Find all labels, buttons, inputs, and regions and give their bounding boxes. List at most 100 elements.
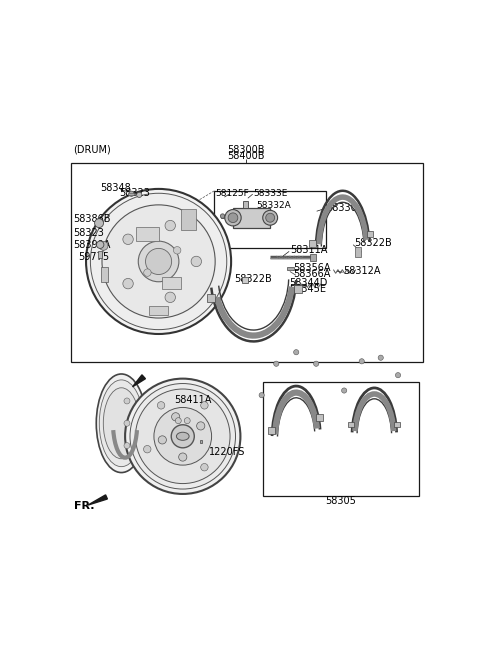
Text: 58366A: 58366A	[294, 269, 331, 279]
Circle shape	[129, 191, 134, 196]
Bar	[200, 439, 203, 443]
Bar	[136, 227, 158, 241]
Circle shape	[135, 389, 230, 483]
Text: 58345E: 58345E	[289, 284, 326, 294]
Circle shape	[86, 189, 231, 334]
Bar	[221, 215, 229, 218]
Circle shape	[179, 453, 187, 461]
Circle shape	[125, 379, 240, 494]
Circle shape	[294, 350, 299, 355]
Ellipse shape	[177, 432, 189, 440]
Text: 58399A: 58399A	[73, 241, 110, 250]
Bar	[215, 191, 326, 249]
Circle shape	[201, 464, 208, 471]
Text: 58386B: 58386B	[73, 214, 110, 224]
Text: 58333E: 58333E	[253, 188, 288, 198]
Circle shape	[123, 279, 133, 289]
Text: 58332A: 58332A	[226, 211, 260, 220]
Circle shape	[197, 422, 205, 430]
Bar	[316, 414, 323, 421]
Circle shape	[123, 234, 133, 245]
Bar	[242, 277, 248, 283]
Text: 58323: 58323	[120, 188, 150, 198]
Bar	[348, 422, 354, 428]
Circle shape	[171, 424, 194, 448]
Circle shape	[171, 413, 180, 421]
Text: 58330: 58330	[326, 203, 357, 213]
Bar	[268, 427, 275, 434]
Circle shape	[154, 407, 212, 465]
Text: FR.: FR.	[74, 501, 95, 511]
Circle shape	[378, 355, 384, 360]
Text: 58322B: 58322B	[234, 274, 272, 284]
Bar	[98, 251, 102, 258]
Circle shape	[259, 392, 264, 398]
Circle shape	[124, 443, 130, 449]
Text: 58312A: 58312A	[344, 266, 381, 277]
Text: 58348: 58348	[100, 183, 131, 193]
Circle shape	[342, 388, 347, 393]
Bar	[129, 193, 134, 195]
Ellipse shape	[96, 374, 146, 473]
Circle shape	[266, 213, 275, 222]
Circle shape	[175, 418, 181, 424]
Text: 58400B: 58400B	[227, 151, 265, 161]
Circle shape	[144, 269, 151, 277]
Bar	[162, 277, 181, 289]
Text: 59775: 59775	[78, 252, 109, 262]
Text: 58300B: 58300B	[227, 145, 265, 155]
Polygon shape	[88, 495, 108, 505]
Circle shape	[145, 249, 172, 275]
Circle shape	[173, 247, 181, 254]
Bar	[243, 201, 248, 207]
Circle shape	[263, 211, 277, 225]
Text: 58322B: 58322B	[354, 238, 392, 249]
Bar	[309, 241, 316, 247]
Text: 58311A: 58311A	[290, 245, 327, 255]
Circle shape	[165, 220, 176, 231]
Text: 1220FS: 1220FS	[209, 447, 245, 457]
Circle shape	[228, 213, 238, 222]
Circle shape	[359, 358, 364, 364]
Text: 58125F: 58125F	[216, 188, 249, 198]
Bar	[181, 209, 196, 230]
Circle shape	[158, 436, 167, 444]
Bar	[367, 230, 373, 237]
Text: 58332A: 58332A	[256, 201, 291, 210]
Circle shape	[191, 256, 202, 267]
Bar	[287, 267, 294, 270]
Ellipse shape	[103, 388, 140, 458]
Circle shape	[102, 205, 215, 318]
Ellipse shape	[99, 380, 144, 467]
Circle shape	[396, 373, 401, 378]
Bar	[233, 207, 270, 228]
Bar	[71, 163, 423, 362]
Circle shape	[165, 292, 176, 303]
Polygon shape	[132, 375, 145, 387]
Text: 58323: 58323	[73, 228, 104, 238]
Circle shape	[124, 398, 130, 404]
Circle shape	[220, 214, 225, 218]
Circle shape	[201, 402, 208, 409]
Circle shape	[184, 418, 190, 424]
Bar	[149, 306, 168, 315]
Bar	[263, 383, 419, 496]
Bar	[101, 267, 108, 282]
Text: 58305: 58305	[325, 496, 356, 506]
Circle shape	[124, 421, 130, 426]
Circle shape	[95, 218, 104, 228]
Bar	[294, 285, 302, 293]
Circle shape	[225, 209, 241, 226]
Bar	[206, 294, 215, 301]
Circle shape	[90, 194, 227, 330]
Circle shape	[274, 361, 279, 366]
Circle shape	[130, 383, 236, 489]
Text: (DRUM): (DRUM)	[73, 145, 111, 155]
Bar	[394, 422, 400, 428]
Circle shape	[137, 192, 142, 198]
Circle shape	[138, 241, 179, 282]
Text: 58411A: 58411A	[175, 395, 212, 405]
Bar	[310, 254, 316, 261]
Circle shape	[157, 402, 165, 409]
Bar	[355, 247, 361, 256]
